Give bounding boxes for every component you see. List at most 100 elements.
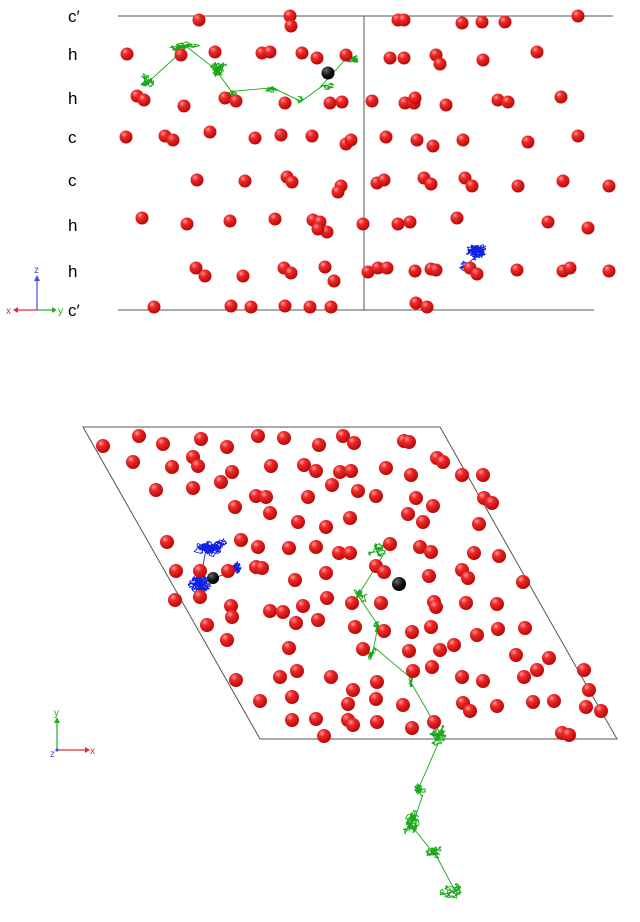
atom [214, 475, 228, 489]
atom [285, 690, 299, 704]
atom [377, 173, 391, 187]
atom [401, 507, 415, 521]
atom [556, 174, 570, 188]
atom [563, 261, 577, 275]
atom [447, 638, 461, 652]
atom [225, 465, 239, 479]
atom [324, 300, 338, 314]
atom [429, 600, 443, 614]
atom [396, 698, 410, 712]
atom [416, 515, 430, 529]
atom [218, 91, 232, 105]
atom [135, 211, 149, 225]
cell-parallelogram [82, 426, 618, 740]
atom [296, 599, 310, 613]
atom [208, 45, 222, 59]
atom [284, 266, 298, 280]
atom [439, 98, 453, 112]
atom [405, 721, 419, 735]
atom [324, 670, 338, 684]
atom [248, 131, 262, 145]
atom [221, 564, 235, 578]
axis-label-z-bottom: z [50, 749, 55, 760]
atom [492, 549, 506, 563]
atom [325, 478, 339, 492]
atom [404, 468, 418, 482]
atom [370, 675, 384, 689]
atom [160, 535, 174, 549]
atom [126, 455, 140, 469]
green-trajectory-bottom [353, 543, 462, 899]
atom [485, 496, 499, 510]
atom [259, 490, 273, 504]
atom [301, 490, 315, 504]
atom [203, 125, 217, 139]
atom [379, 461, 393, 475]
atom [455, 670, 469, 684]
atom [365, 94, 379, 108]
layer-label-7: h [68, 262, 77, 281]
atom [277, 431, 291, 445]
atom [309, 712, 323, 726]
atom [436, 455, 450, 469]
atom [509, 648, 523, 662]
atom [424, 177, 438, 191]
black-atom-bottom-2 [207, 572, 219, 584]
atom [374, 596, 388, 610]
atom [541, 215, 555, 229]
atom [470, 628, 484, 642]
atom [426, 139, 440, 153]
atom [377, 565, 391, 579]
atom [433, 643, 447, 657]
atom [476, 53, 490, 67]
atom [149, 483, 163, 497]
atom [194, 432, 208, 446]
atom [398, 96, 412, 110]
atom [319, 520, 333, 534]
atom [476, 674, 490, 688]
atom [426, 499, 440, 513]
atom [406, 664, 420, 678]
atom [429, 263, 443, 277]
atom [238, 174, 252, 188]
atom [501, 95, 515, 109]
atom [391, 217, 405, 231]
atom [251, 429, 265, 443]
atom [422, 569, 436, 583]
layer-label-1: c′ [68, 7, 80, 26]
atom [577, 663, 591, 677]
atom [571, 129, 585, 143]
axis-triad-bottom: x y z [50, 708, 95, 760]
atom [413, 540, 427, 554]
black-atom-top [321, 66, 335, 80]
atom [379, 130, 393, 144]
atom [562, 728, 576, 742]
atoms-bottom [96, 429, 608, 743]
atom [369, 489, 383, 503]
atom [518, 621, 532, 635]
atom [475, 15, 489, 29]
atom [224, 299, 238, 313]
atom [510, 263, 524, 277]
atom [571, 9, 585, 23]
top-view-panel: x y z [50, 426, 618, 899]
atom [405, 625, 419, 639]
atom [427, 715, 441, 729]
atom [96, 439, 110, 453]
atom [397, 51, 411, 65]
atom [397, 13, 411, 27]
atom [491, 622, 505, 636]
atom [420, 300, 434, 314]
atom [119, 130, 133, 144]
atom [200, 618, 214, 632]
atom [542, 651, 556, 665]
atom [425, 660, 439, 674]
atom [336, 429, 350, 443]
atom [347, 436, 361, 450]
atom [190, 173, 204, 187]
atom [371, 261, 385, 275]
atom [331, 185, 345, 199]
layer-labels: c′ h h c c h h c′ [68, 7, 80, 320]
atom [517, 670, 531, 684]
atom [547, 694, 561, 708]
